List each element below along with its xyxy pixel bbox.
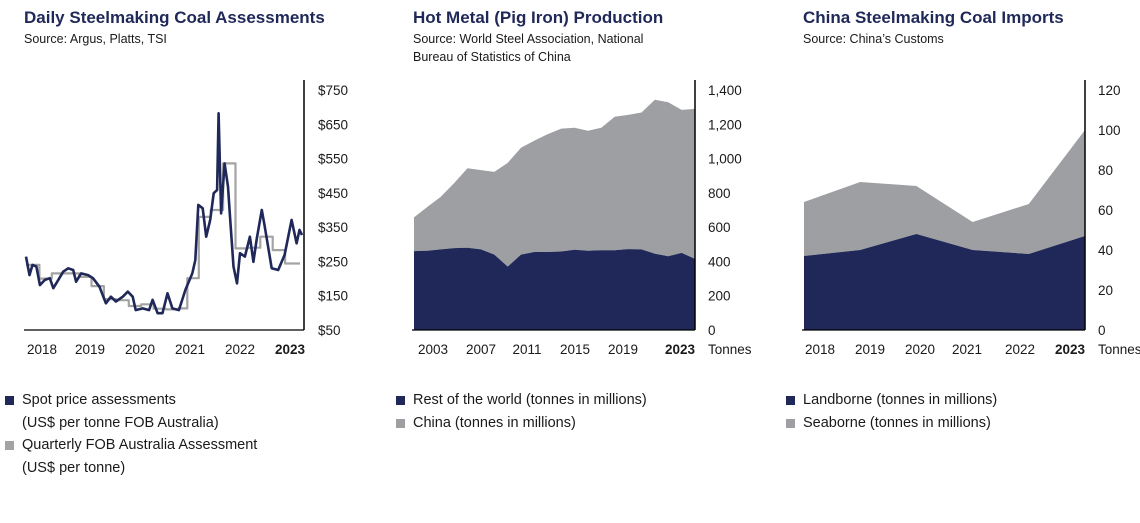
chart2-source: Source: World Steel Association, Nationa… xyxy=(413,32,644,64)
legend-item-seaborne: Seaborne (tonnes in millions) xyxy=(781,412,997,435)
area-seaborne xyxy=(804,130,1085,256)
y-tick-label: $50 xyxy=(318,323,341,338)
y-tick-label: $650 xyxy=(318,117,348,132)
x-tick-label: 2019 xyxy=(608,342,638,357)
x-tick-label: 2023 xyxy=(275,342,306,357)
x-tick-label: 2020 xyxy=(905,342,935,357)
y-unit-label: Tonnes xyxy=(1098,342,1140,357)
y-tick-label: 600 xyxy=(708,220,731,235)
legend-swatch-gray xyxy=(396,418,405,428)
legend-label: (US$ per tonne) xyxy=(22,459,126,476)
legend-swatch-navy xyxy=(786,396,795,405)
chart1-title: Daily Steelmaking Coal Assessments xyxy=(24,8,325,27)
legend-label: Quarterly FOB Australia Assessment xyxy=(22,437,258,453)
area-china xyxy=(414,99,695,267)
y-tick-label: $450 xyxy=(318,186,348,201)
legend-swatch-navy xyxy=(396,396,405,405)
y-tick-label: $750 xyxy=(318,83,348,98)
legend-label: Seaborne (tonnes in millions) xyxy=(803,414,991,431)
chart3-title: China Steelmaking Coal Imports xyxy=(803,8,1064,27)
legend-label: China (tonnes in millions) xyxy=(413,414,576,431)
legend-label: (US$ per tonne FOB Australia) xyxy=(22,414,219,431)
chart2-legend: Rest of the world (tonnes in millions) C… xyxy=(391,389,647,434)
x-tick-label: 2021 xyxy=(175,342,205,357)
y-tick-label: 120 xyxy=(1098,83,1121,98)
chart3-source: Source: China’s Customs xyxy=(803,32,944,46)
legend-swatch-gray xyxy=(786,418,795,428)
legend-swatch-gray xyxy=(5,441,14,450)
x-tick-label: 2019 xyxy=(855,342,885,357)
legend-label: Rest of the world (tonnes in millions) xyxy=(413,392,647,408)
y-tick-label: 400 xyxy=(708,254,731,269)
y-tick-label: 40 xyxy=(1098,243,1113,258)
x-tick-label: 2023 xyxy=(665,342,696,357)
x-tick-label: 2011 xyxy=(512,342,541,357)
x-tick-label: 2023 xyxy=(1055,342,1086,357)
y-tick-label: $550 xyxy=(318,152,348,167)
quarterly-assessment-line xyxy=(26,162,300,311)
y-tick-label: $150 xyxy=(318,289,348,304)
x-tick-label: 2003 xyxy=(418,342,448,357)
x-tick-label: 2020 xyxy=(125,342,155,357)
y-tick-label: 1,000 xyxy=(708,152,742,167)
y-tick-label: 100 xyxy=(1098,123,1121,138)
spot-price-line xyxy=(24,112,304,315)
y-tick-label: 200 xyxy=(708,289,731,304)
x-tick-label: 2018 xyxy=(27,342,57,357)
chart3-legend: Landborne (tonnes in millions) Seaborne … xyxy=(781,389,997,434)
legend-item-spot: Spot price assessments (US$ per tonne FO… xyxy=(0,389,257,434)
x-tick-label: 2007 xyxy=(466,342,496,357)
y-unit-label: Tonnes xyxy=(708,342,752,357)
y-tick-label: 1,200 xyxy=(708,117,742,132)
legend-swatch-navy xyxy=(5,396,14,405)
x-tick-label: 2022 xyxy=(1005,342,1035,357)
y-tick-label: 1,400 xyxy=(708,83,742,98)
legend-item-china: China (tonnes in millions) xyxy=(391,412,647,435)
y-tick-label: 20 xyxy=(1098,283,1113,298)
x-tick-label: 2021 xyxy=(952,342,982,357)
legend-label: Spot price assessments xyxy=(22,392,176,408)
y-tick-label: 80 xyxy=(1098,163,1113,178)
x-tick-label: 2019 xyxy=(75,342,105,357)
y-tick-label: 0 xyxy=(1098,323,1106,338)
legend-item-row: Rest of the world (tonnes in millions) xyxy=(391,389,647,412)
legend-item-quarterly: Quarterly FOB Australia Assessment (US$ … xyxy=(0,434,257,479)
y-tick-label: $250 xyxy=(318,254,348,269)
y-tick-label: 60 xyxy=(1098,203,1113,218)
x-tick-label: 2015 xyxy=(560,342,590,357)
y-tick-label: $350 xyxy=(318,220,348,235)
x-tick-label: 2018 xyxy=(805,342,835,357)
chart2-title: Hot Metal (Pig Iron) Production xyxy=(413,8,664,27)
y-tick-label: 800 xyxy=(708,186,731,201)
chart1-source: Source: Argus, Platts, TSI xyxy=(24,32,167,46)
area-rest xyxy=(414,247,695,330)
area-landborne xyxy=(804,234,1085,330)
legend-label: Landborne (tonnes in millions) xyxy=(803,392,998,408)
x-tick-label: 2022 xyxy=(225,342,255,357)
chart1-legend: Spot price assessments (US$ per tonne FO… xyxy=(0,389,257,479)
y-tick-label: 0 xyxy=(708,323,716,338)
legend-item-landborne: Landborne (tonnes in millions) xyxy=(781,389,997,412)
